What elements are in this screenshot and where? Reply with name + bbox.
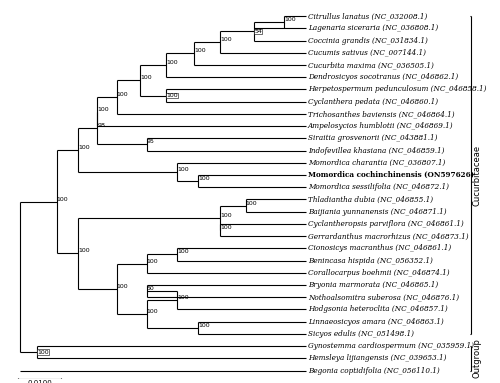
- Text: Gerrardanthus macrorhizus (NC_046873.1): Gerrardanthus macrorhizus (NC_046873.1): [308, 232, 468, 240]
- Text: Nothoalsomitra suberosa (NC_046876.1): Nothoalsomitra suberosa (NC_046876.1): [308, 293, 459, 301]
- Text: Hemsleya lijiangensis (NC_039653.1): Hemsleya lijiangensis (NC_039653.1): [308, 354, 446, 362]
- Text: Cyclanthera pedata (NC_046860.1): Cyclanthera pedata (NC_046860.1): [308, 98, 438, 106]
- Text: Coccinia grandis (NC_031834.1): Coccinia grandis (NC_031834.1): [308, 36, 428, 44]
- Text: Cionosicys macranthus (NC_046861.1): Cionosicys macranthus (NC_046861.1): [308, 244, 452, 252]
- Text: 100: 100: [220, 225, 232, 230]
- Text: Momordica charantia (NC_036807.1): Momordica charantia (NC_036807.1): [308, 159, 446, 167]
- Text: 100: 100: [166, 93, 178, 98]
- Text: Cucurbitaceae: Cucurbitaceae: [472, 144, 482, 206]
- Text: Thladiantha dubia (NC_046855.1): Thladiantha dubia (NC_046855.1): [308, 195, 433, 203]
- Text: Corallocarpus boehmii (NC_046874.1): Corallocarpus boehmii (NC_046874.1): [308, 269, 450, 277]
- Text: 100: 100: [177, 249, 188, 254]
- Text: 50: 50: [147, 286, 154, 291]
- Text: Gynostemma cardiospermum (NC_035959.1): Gynostemma cardiospermum (NC_035959.1): [308, 342, 474, 350]
- Text: 100: 100: [220, 37, 232, 42]
- Text: Hodgsonia heteroclita (NC_046857.1): Hodgsonia heteroclita (NC_046857.1): [308, 306, 448, 313]
- Text: 100: 100: [37, 350, 49, 355]
- Text: 100: 100: [177, 295, 188, 300]
- Text: Sicyos edulis (NC_051498.1): Sicyos edulis (NC_051498.1): [308, 330, 414, 338]
- Text: Baijiania yunnanensis (NC_046871.1): Baijiania yunnanensis (NC_046871.1): [308, 208, 446, 216]
- Text: 100: 100: [147, 259, 158, 264]
- Text: Herpetospermum pedunculosum (NC_046858.1): Herpetospermum pedunculosum (NC_046858.1…: [308, 85, 486, 93]
- Text: 100: 100: [220, 213, 232, 218]
- Text: Begonia coptidifolia (NC_056110.1): Begonia coptidifolia (NC_056110.1): [308, 367, 440, 375]
- Text: 100: 100: [198, 323, 210, 328]
- Text: Bryonia marmorata (NC_046865.1): Bryonia marmorata (NC_046865.1): [308, 281, 438, 289]
- Text: Linnaeosicyos amara (NC_046863.1): Linnaeosicyos amara (NC_046863.1): [308, 318, 444, 326]
- Text: 100: 100: [166, 60, 178, 65]
- Text: 100: 100: [140, 75, 152, 80]
- Text: Cyclantheropsis parviflora (NC_046861.1): Cyclantheropsis parviflora (NC_046861.1): [308, 220, 464, 228]
- Text: Dendrosicyos socotranus (NC_046862.1): Dendrosicyos socotranus (NC_046862.1): [308, 73, 458, 81]
- Text: 100: 100: [56, 196, 68, 201]
- Text: 100: 100: [246, 201, 258, 206]
- Text: Lagenaria siceraria (NC_036808.1): Lagenaria siceraria (NC_036808.1): [308, 24, 438, 32]
- Text: 100: 100: [194, 48, 205, 53]
- Text: 0.0100: 0.0100: [27, 380, 52, 383]
- Text: 98: 98: [98, 123, 106, 128]
- Text: 54: 54: [254, 29, 262, 34]
- Text: Momordica cochinchinensis (ON597626): Momordica cochinchinensis (ON597626): [308, 171, 474, 179]
- Text: 100: 100: [117, 92, 128, 97]
- Text: Benincasa hispida (NC_056352.1): Benincasa hispida (NC_056352.1): [308, 257, 433, 265]
- Text: Cucurbita maxima (NC_036505.1): Cucurbita maxima (NC_036505.1): [308, 61, 434, 69]
- Text: 100: 100: [177, 167, 188, 172]
- Text: Momordica sessilifolia (NC_046872.1): Momordica sessilifolia (NC_046872.1): [308, 183, 449, 191]
- Text: Citrullus lanatus (NC_032008.1): Citrullus lanatus (NC_032008.1): [308, 12, 428, 20]
- Text: Trichosanthes baviensis (NC_046864.1): Trichosanthes baviensis (NC_046864.1): [308, 110, 454, 118]
- Text: 100: 100: [198, 176, 210, 181]
- Text: 100: 100: [78, 145, 90, 150]
- Text: Outgroup: Outgroup: [472, 339, 482, 378]
- Text: Ampelosycios humblotii (NC_046869.1): Ampelosycios humblotii (NC_046869.1): [308, 122, 454, 130]
- Text: 100: 100: [78, 248, 90, 253]
- Text: Cucumis sativus (NC_007144.1): Cucumis sativus (NC_007144.1): [308, 49, 426, 57]
- Text: 100: 100: [117, 284, 128, 289]
- Text: 95: 95: [147, 139, 154, 144]
- Text: Indofevillea khasiana (NC_046859.1): Indofevillea khasiana (NC_046859.1): [308, 147, 444, 155]
- Text: Siraitia grosvenorii (NC_043881.1): Siraitia grosvenorii (NC_043881.1): [308, 134, 438, 142]
- Text: 100: 100: [98, 106, 109, 111]
- Text: 100: 100: [147, 309, 158, 314]
- Text: 100: 100: [284, 17, 296, 22]
